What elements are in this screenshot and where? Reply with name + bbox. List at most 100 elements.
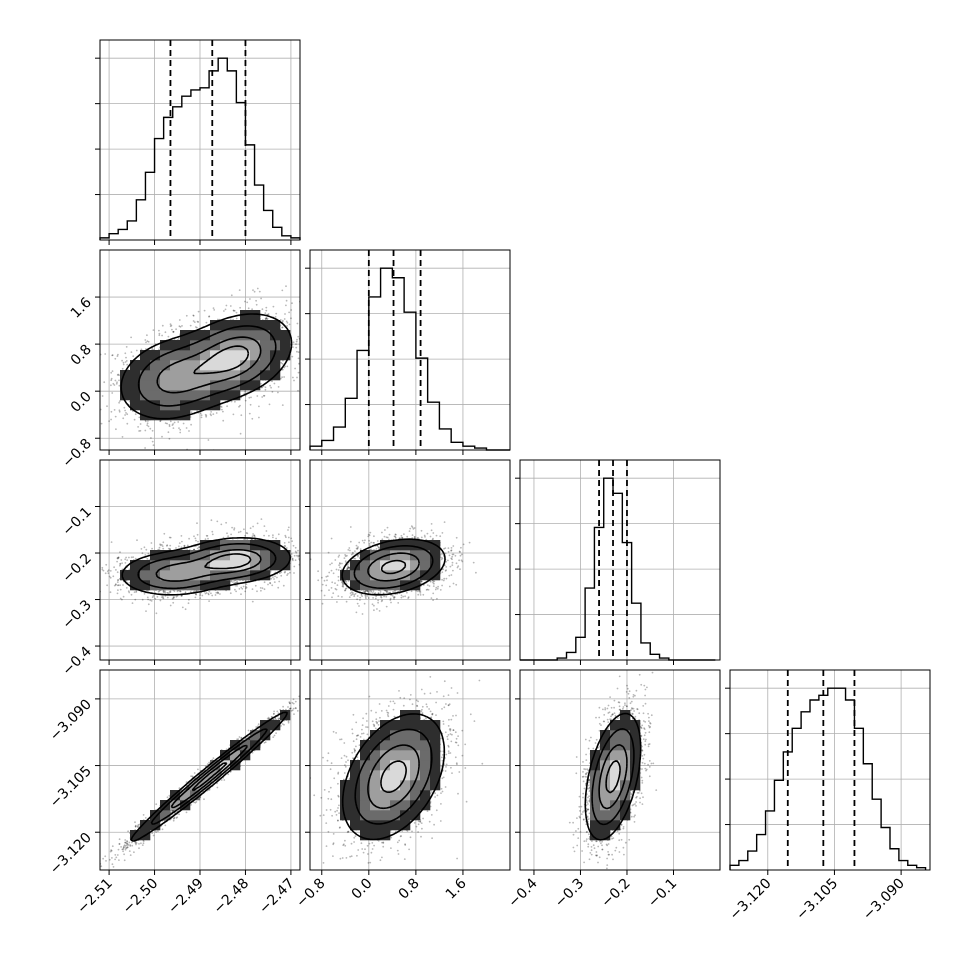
sample-point <box>172 330 175 333</box>
density-cell <box>190 360 201 371</box>
density-cell <box>180 340 191 351</box>
x-tick-label: −3.090 <box>860 876 908 924</box>
sample-point <box>101 395 104 397</box>
sample-point <box>303 584 305 586</box>
sample-point <box>161 545 164 547</box>
histogram-panel-2 <box>515 459 721 665</box>
sample-point <box>166 422 169 425</box>
density-cell <box>230 350 241 361</box>
sample-point <box>147 340 150 343</box>
sample-point <box>158 546 161 549</box>
sample-point <box>208 315 210 318</box>
sample-point <box>279 377 282 380</box>
sample-point <box>265 317 268 319</box>
sample-point <box>273 578 275 580</box>
sample-point <box>247 307 250 310</box>
sample-point <box>106 405 108 408</box>
sample-point <box>235 590 238 593</box>
sample-point <box>305 548 307 550</box>
sample-point <box>149 427 152 430</box>
contour-lines <box>120 313 293 420</box>
sample-point <box>235 317 238 320</box>
sample-point <box>162 590 165 593</box>
density-cell <box>260 330 271 341</box>
sample-point <box>117 556 120 559</box>
density-cell <box>120 390 131 401</box>
sample-point <box>110 410 113 413</box>
sample-point <box>147 425 150 428</box>
sample-point <box>256 287 259 290</box>
sample-point <box>287 572 289 575</box>
sample-point <box>186 548 189 551</box>
sample-point <box>272 305 275 308</box>
sample-point <box>184 591 187 594</box>
contour-line <box>137 325 277 407</box>
sample-point <box>260 589 262 592</box>
sample-point <box>305 310 307 312</box>
density-cell <box>200 360 211 371</box>
sample-point <box>109 591 112 594</box>
sample-point <box>114 583 117 586</box>
sample-point <box>116 557 119 560</box>
sample-point <box>264 318 267 320</box>
sample-point <box>229 318 232 320</box>
sample-point <box>280 574 283 577</box>
sample-point <box>176 590 179 593</box>
sample-point <box>155 612 158 615</box>
sample-point <box>188 430 190 432</box>
histogram-step <box>729 687 927 870</box>
sample-point <box>222 419 225 422</box>
density-cell <box>250 320 261 331</box>
sample-point <box>179 590 182 593</box>
sample-point <box>159 420 162 423</box>
sample-point <box>286 574 288 576</box>
sample-point <box>248 396 251 399</box>
sample-point <box>104 572 107 575</box>
sample-point <box>272 536 274 539</box>
sample-point <box>212 307 215 309</box>
sample-point <box>175 595 178 598</box>
sample-point <box>319 556 321 558</box>
sample-point <box>307 539 309 541</box>
sample-point <box>229 305 232 307</box>
sample-point <box>244 390 247 393</box>
sample-point <box>284 545 287 548</box>
sample-point <box>208 590 211 593</box>
sample-point <box>216 520 219 523</box>
sample-point <box>139 423 142 425</box>
sample-point <box>256 395 259 397</box>
sample-point <box>313 349 315 351</box>
density-cell <box>150 410 161 421</box>
sample-point <box>271 584 274 587</box>
density-cell <box>280 350 291 361</box>
sample-point <box>272 534 274 537</box>
sample-point <box>239 306 242 309</box>
sample-point <box>196 547 199 550</box>
sample-point <box>172 331 175 333</box>
sample-point <box>281 376 283 379</box>
sample-point <box>292 346 294 348</box>
density-cell <box>150 400 161 411</box>
sample-point <box>122 584 124 586</box>
sample-point <box>135 590 138 592</box>
sample-point <box>181 606 184 609</box>
sample-point <box>248 412 251 415</box>
sample-point <box>124 352 127 355</box>
sample-point <box>240 593 242 596</box>
sample-point <box>298 362 300 365</box>
sample-point <box>172 601 175 604</box>
density-cell <box>250 370 261 381</box>
sample-point <box>294 550 297 553</box>
sample-point <box>177 338 180 340</box>
sample-point <box>119 551 121 554</box>
sample-point <box>261 308 264 311</box>
sample-point <box>283 544 286 547</box>
sample-point <box>207 439 210 441</box>
density-cell <box>120 370 131 381</box>
sample-point <box>296 322 299 325</box>
sample-point <box>178 325 181 328</box>
sample-point <box>214 594 217 596</box>
sample-point <box>150 437 152 439</box>
sample-point <box>144 339 147 341</box>
sample-point <box>244 399 247 402</box>
